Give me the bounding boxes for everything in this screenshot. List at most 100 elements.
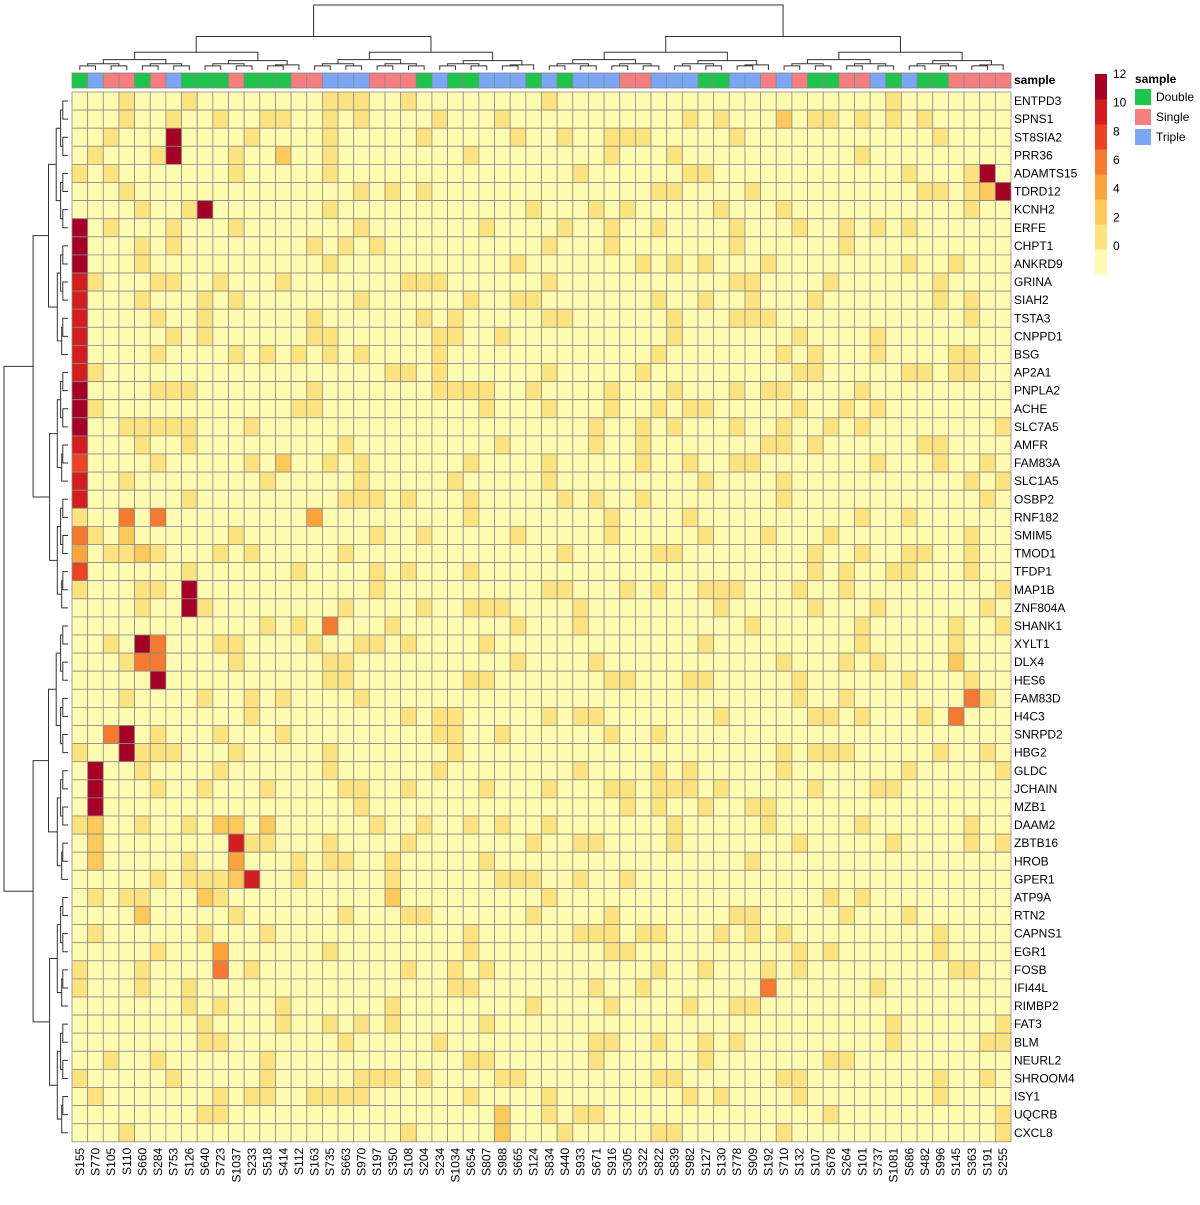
- column-labels: S155 S770 S105 S110 S660 S284 S753 S126 S640 S723…: [73, 1147, 1010, 1182]
- heatmap-cell: [885, 616, 902, 636]
- heatmap-cell: [728, 290, 746, 310]
- heatmap-cell: [556, 182, 574, 202]
- heatmap-cell: [963, 598, 981, 618]
- heatmap-cell: [556, 960, 574, 980]
- heatmap-cell: [525, 254, 542, 274]
- heatmap-cell: [290, 218, 308, 238]
- heatmap-cell: [149, 888, 167, 907]
- heatmap-cell: [212, 417, 229, 437]
- heatmap-cell: [979, 743, 996, 763]
- heatmap-cell: [541, 960, 558, 980]
- heatmap-cell: [149, 634, 167, 654]
- heatmap-cell: [650, 453, 668, 473]
- heatmap-cell: [556, 833, 574, 853]
- dendrogram-branch: [62, 571, 68, 591]
- heatmap-cell: [588, 815, 605, 835]
- heatmap-cell: [681, 290, 699, 310]
- heatmap-cell: [869, 326, 887, 346]
- heatmap-cell: [635, 91, 652, 111]
- heatmap-cell: [87, 815, 104, 835]
- heatmap-cell: [916, 779, 934, 799]
- heatmap-cell: [102, 417, 120, 437]
- heatmap-cell: [165, 363, 182, 383]
- heatmap-cell: [650, 924, 668, 944]
- heatmap-cell: [791, 489, 808, 509]
- heatmap-cell: [275, 580, 292, 600]
- heatmap-cell: [400, 182, 417, 202]
- heatmap-cell: [149, 236, 167, 256]
- heatmap-cell: [760, 1014, 777, 1034]
- heatmap-cell: [807, 526, 824, 545]
- heatmap-cell: [901, 851, 918, 871]
- heatmap-cell: [744, 435, 762, 455]
- heatmap-cell: [275, 833, 292, 853]
- heatmap-cell: [963, 815, 981, 835]
- heatmap-cell: [212, 707, 229, 726]
- heatmap-cell: [494, 1050, 511, 1070]
- heatmap-cell: [603, 417, 621, 437]
- heatmap-cell: [509, 688, 527, 708]
- heatmap-cell: [118, 906, 135, 926]
- heatmap-cell: [462, 1087, 480, 1107]
- heatmap-cell: [87, 869, 104, 889]
- heatmap-cell: [932, 743, 949, 763]
- heatmap-cell: [666, 924, 683, 944]
- heatmap-cell: [353, 580, 370, 600]
- heatmap-cell: [728, 815, 746, 835]
- heatmap-cell: [775, 399, 793, 419]
- heatmap-cell: [619, 616, 636, 636]
- heatmap-cell: [650, 562, 668, 582]
- column-dendrogram: [79, 4, 1004, 70]
- heatmap-cell: [666, 236, 683, 256]
- heatmap-cell: [932, 978, 949, 998]
- heatmap-cell: [447, 888, 464, 907]
- heatmap-cell: [744, 200, 762, 220]
- heatmap-cell: [196, 1105, 214, 1125]
- row-label: BLM: [1014, 1035, 1039, 1049]
- heatmap-cell: [588, 182, 605, 202]
- heatmap-cell: [807, 308, 824, 328]
- heatmap-cell: [932, 526, 949, 545]
- heatmap-cell: [603, 218, 621, 238]
- heatmap-cell: [979, 996, 996, 1016]
- heatmap-cell: [400, 471, 417, 491]
- heatmap-cell: [431, 1032, 449, 1052]
- heatmap-cell: [525, 109, 542, 129]
- heatmap-cell: [447, 562, 464, 582]
- heatmap-cell: [306, 109, 323, 129]
- heatmap-cell: [431, 851, 449, 871]
- heatmap-cell: [353, 200, 370, 220]
- heatmap-cell: [697, 598, 715, 618]
- heatmap-cell: [603, 851, 621, 871]
- heatmap-cell: [885, 888, 902, 907]
- heatmap-cell: [196, 489, 214, 509]
- heatmap-cell: [869, 399, 887, 419]
- heatmap-cell: [697, 236, 715, 256]
- heatmap-cell: [948, 743, 965, 763]
- heatmap-cell: [118, 363, 135, 383]
- heatmap-cell: [275, 815, 292, 835]
- heatmap-cell: [775, 453, 793, 473]
- heatmap-cell: [744, 363, 762, 383]
- legend-swatch: [1135, 89, 1151, 105]
- heatmap-cell: [149, 344, 167, 364]
- heatmap-cell: [979, 779, 996, 799]
- heatmap-cell: [306, 652, 323, 672]
- heatmap-cell: [807, 707, 824, 726]
- heatmap-cell: [87, 453, 104, 473]
- heatmap-cell: [681, 978, 699, 998]
- heatmap-cell: [807, 182, 824, 202]
- heatmap-cell: [447, 670, 464, 690]
- heatmap-cell: [572, 1050, 589, 1070]
- heatmap-cell: [822, 598, 840, 618]
- heatmap-cell: [650, 670, 668, 690]
- heatmap-cell: [541, 326, 558, 346]
- heatmap-cell: [290, 906, 308, 926]
- heatmap-cell: [400, 761, 417, 781]
- heatmap-cell: [321, 707, 339, 726]
- heatmap-cell: [259, 797, 276, 817]
- heatmap-cell: [775, 833, 793, 853]
- heatmap-cell: [713, 942, 730, 962]
- heatmap-cell: [603, 1087, 621, 1107]
- heatmap-cell: [149, 145, 167, 165]
